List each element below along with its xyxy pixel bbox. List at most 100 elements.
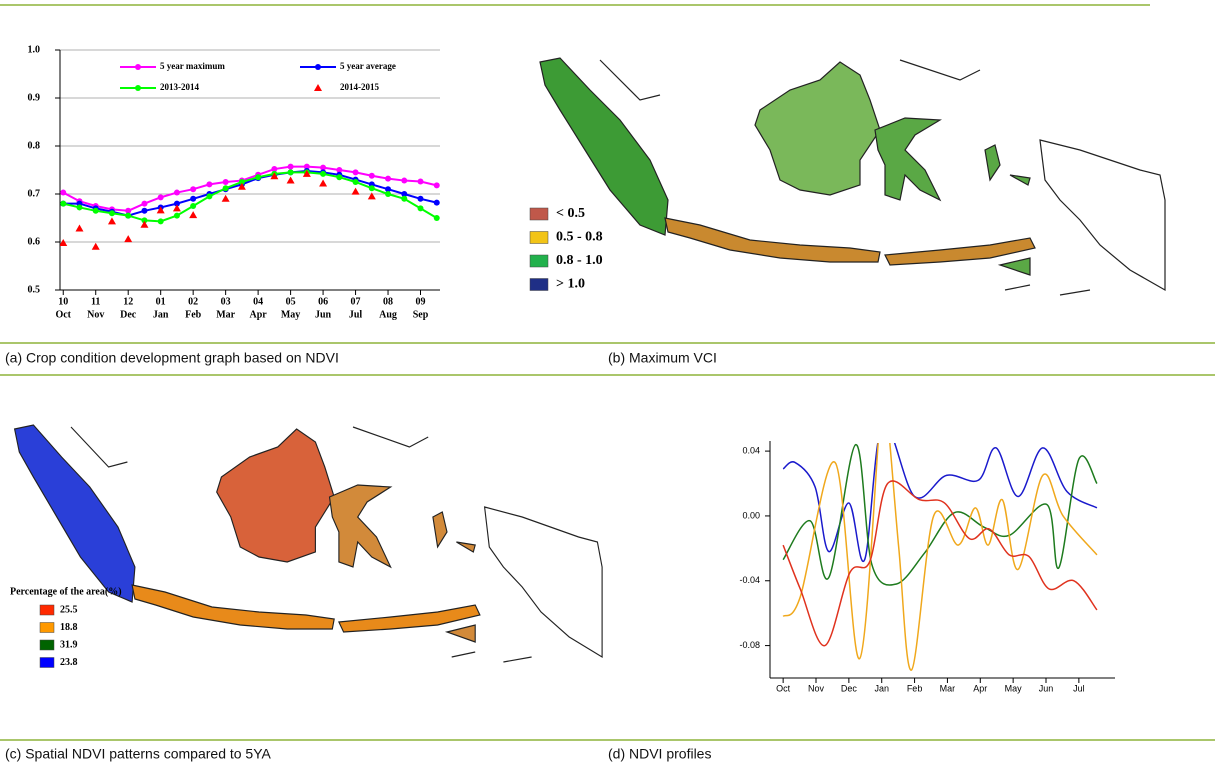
series-line [63,172,437,221]
point [369,185,375,191]
point [385,176,391,182]
x-tick-label: May [1005,683,1023,693]
point [141,201,147,207]
caption: (c) Spatial NDVI patterns compared to 5Y… [5,746,272,762]
series-line [783,481,1097,646]
x-tick-sublabel: Sep [413,309,429,320]
series-line [63,167,437,211]
point [434,182,440,188]
point [385,191,391,197]
x-tick-label: 06 [318,296,328,307]
point [60,190,66,196]
x-tick-sublabel: Dec [120,309,137,320]
point [190,203,196,209]
y-tick-label: 0.8 [28,140,41,151]
point [223,185,229,191]
x-tick-sublabel: Jul [349,309,363,320]
point [174,213,180,219]
page: (a) Crop condition development graph bas… [0,0,1215,765]
x-tick-sublabel: Feb [185,309,202,320]
point [174,190,180,196]
point [92,243,100,250]
legend-label: 5 year average [340,61,396,71]
y-tick-label: 0.5 [28,284,41,295]
legend-marker [135,85,141,91]
point [418,196,424,202]
caption: (a) Crop condition development graph bas… [5,350,339,366]
x-tick-label: 11 [91,296,100,307]
x-tick-sublabel: Apr [250,309,268,320]
point [401,196,407,202]
y-tick-label: 1.0 [28,44,41,55]
legend-title: Percentage of the area(%) [10,586,122,597]
point [352,188,360,195]
x-tick-label: Feb [907,683,923,693]
y-tick-label: 0.7 [28,188,41,199]
x-tick-label: 04 [253,296,263,307]
point [320,171,326,177]
x-tick-label: 05 [286,296,296,307]
plot [59,164,440,250]
x-tick-label: 09 [416,296,426,307]
point [288,169,294,175]
legend-swatch [40,640,54,650]
point [222,195,230,202]
legend-label: 0.8 - 1.0 [556,253,603,268]
legend-label: 31.9 [60,639,78,650]
point [418,179,424,185]
point [190,186,196,192]
point [76,204,82,210]
x-tick-sublabel: Jun [315,309,332,320]
point [368,192,376,199]
plot [783,386,1097,670]
x-tick-sublabel: Oct [55,309,71,320]
legend-swatch [40,658,54,668]
x-tick-sublabel: Mar [216,309,235,320]
x-tick-label: Nov [808,683,825,693]
x-tick-label: 02 [188,296,198,307]
x-tick-sublabel: Aug [379,309,397,320]
point [140,221,148,228]
point [125,213,131,219]
point [401,178,407,184]
caption: (b) Maximum VCI [608,350,717,366]
point [369,173,375,179]
x-tick-sublabel: Nov [87,309,104,320]
series-line [783,423,1097,562]
point [434,215,440,221]
point [434,200,440,206]
x-tick-label: Jun [1039,683,1054,693]
legend-label: < 0.5 [556,206,585,221]
point [223,179,229,185]
legend-label: 23.8 [60,657,78,668]
legend-label: 2014-2015 [340,82,379,92]
point [353,169,359,175]
x-tick-sublabel: Jan [153,309,169,320]
legend-swatch [530,279,548,291]
y-tick-label: 0.9 [28,92,41,103]
x-tick-sublabel: May [281,309,300,320]
y-tick-label: 0.00 [742,510,760,520]
x-tick-label: 03 [221,296,231,307]
point [108,217,116,224]
legend-swatch [530,208,548,220]
caption: (d) NDVI profiles [608,746,711,762]
x-tick-label: Mar [940,683,956,693]
x-tick-label: 10 [58,296,68,307]
legend-label: 18.8 [60,622,78,633]
legend-marker [314,84,322,91]
x-tick-label: 07 [351,296,361,307]
point [141,208,147,214]
x-tick-label: Apr [973,683,987,693]
legend-label: > 1.0 [556,277,585,292]
point [287,177,295,184]
map-vci [540,58,1165,295]
legend-swatch [40,623,54,633]
point [60,201,66,207]
legend-swatch [530,255,548,267]
point [158,194,164,200]
map-ndvi [15,425,603,662]
legend-marker [135,64,141,70]
legend-label: 0.5 - 0.8 [556,230,603,245]
x-tick-label: 01 [156,296,166,307]
